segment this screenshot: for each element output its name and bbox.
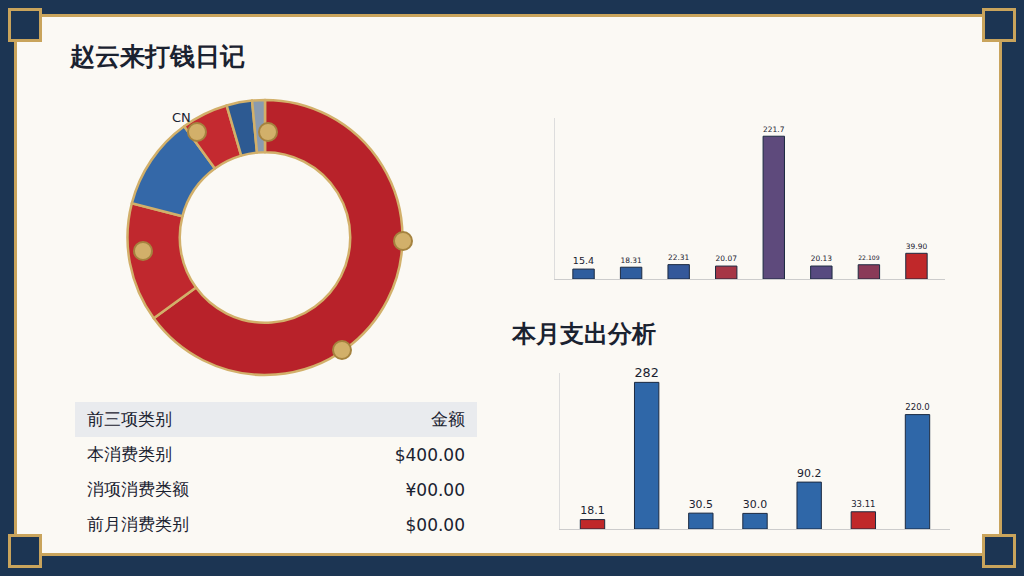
svg-text:39.90: 39.90: [906, 242, 928, 251]
svg-text:30.5: 30.5: [689, 498, 713, 511]
html-text:前月消费类别: 前月消费类别: [87, 514, 189, 534]
svg-text:22.31: 22.31: [668, 253, 690, 262]
html-text:赵云来打钱日记: 赵云来打钱日记: [70, 42, 245, 71]
html-text:$00.00: $00.00: [405, 514, 465, 535]
svg-text:15.4: 15.4: [573, 255, 594, 266]
html-text:$400.00: $400.00: [394, 444, 465, 465]
svg-text:22.109: 22.109: [858, 254, 879, 261]
svg-text:90.2: 90.2: [797, 467, 821, 480]
html-text:本消费类别: 本消费类别: [87, 444, 172, 464]
svg-text:CN: CN: [172, 110, 191, 125]
svg-text:20.13: 20.13: [811, 254, 833, 263]
svg-text:18.1: 18.1: [580, 504, 604, 517]
svg-text:30.0: 30.0: [743, 498, 767, 511]
svg-text:220.0: 220.0: [905, 402, 929, 412]
html-text:前三项类别: 前三项类别: [87, 409, 172, 429]
svg-text:33.11: 33.11: [851, 499, 875, 509]
svg-text:18.31: 18.31: [620, 256, 642, 265]
html-text:¥00.00: ¥00.00: [405, 479, 465, 500]
html-text:金额: 金额: [431, 409, 465, 429]
svg-text:221.7: 221.7: [763, 125, 785, 134]
html-text:本月支出分析: 本月支出分析: [512, 320, 656, 348]
svg-text:20.07: 20.07: [716, 254, 738, 263]
html-text:消项消费类额: 消项消费类额: [87, 479, 189, 499]
svg-text:282: 282: [634, 365, 658, 380]
